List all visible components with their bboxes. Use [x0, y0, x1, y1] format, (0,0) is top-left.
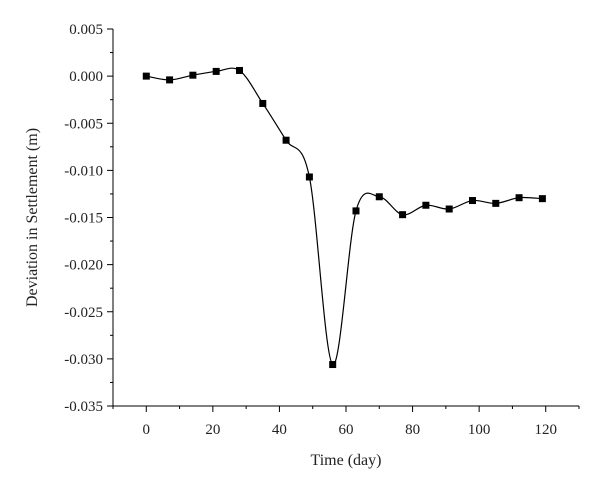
data-point	[422, 201, 430, 209]
y-axis-ticks: 0.005 0.000 -0.005 -0.010 -0.015 -0.020 -0.025…	[64, 22, 113, 415]
y-tick-label: -0.015	[64, 211, 103, 227]
data-point	[282, 136, 290, 144]
y-tick-label: -0.030	[64, 352, 103, 368]
series-line	[146, 67, 543, 366]
data-point	[305, 173, 313, 181]
x-tick-label: 80	[405, 422, 420, 438]
data-point	[235, 66, 243, 74]
data-point	[329, 361, 337, 369]
y-tick-label: -0.020	[64, 258, 103, 274]
data-point	[538, 195, 546, 203]
y-tick-label: -0.010	[64, 163, 103, 179]
data-point	[399, 211, 407, 219]
y-tick-label: -0.035	[64, 399, 103, 415]
y-tick-label: 0.000	[69, 69, 103, 85]
axes	[112, 29, 579, 407]
data-point	[259, 99, 267, 107]
data-point	[515, 194, 523, 202]
data-point	[492, 199, 500, 207]
y-tick-label: -0.005	[64, 116, 103, 132]
x-tick-label: 100	[468, 422, 491, 438]
x-axis-ticks: 0 20 40 60 80 100 120	[112, 406, 580, 438]
data-point	[445, 205, 453, 213]
data-point	[375, 193, 383, 201]
y-tick-label: 0.005	[69, 22, 103, 38]
x-tick-label: 120	[534, 422, 557, 438]
x-axis-title: Time (day)	[311, 452, 382, 469]
data-point	[468, 197, 476, 205]
y-axis-title: Deviation in Settlement (m)	[24, 128, 41, 307]
data-point	[212, 67, 220, 75]
data-point	[189, 71, 197, 79]
x-tick-label: 20	[205, 422, 220, 438]
data-point	[352, 207, 360, 215]
series-layer	[142, 66, 546, 369]
data-point	[166, 76, 174, 84]
x-tick-label: 40	[272, 422, 287, 438]
y-tick-label: -0.025	[64, 305, 103, 321]
data-point	[142, 72, 150, 80]
x-tick-label: 60	[339, 422, 354, 438]
x-tick-label: 0	[143, 422, 151, 438]
